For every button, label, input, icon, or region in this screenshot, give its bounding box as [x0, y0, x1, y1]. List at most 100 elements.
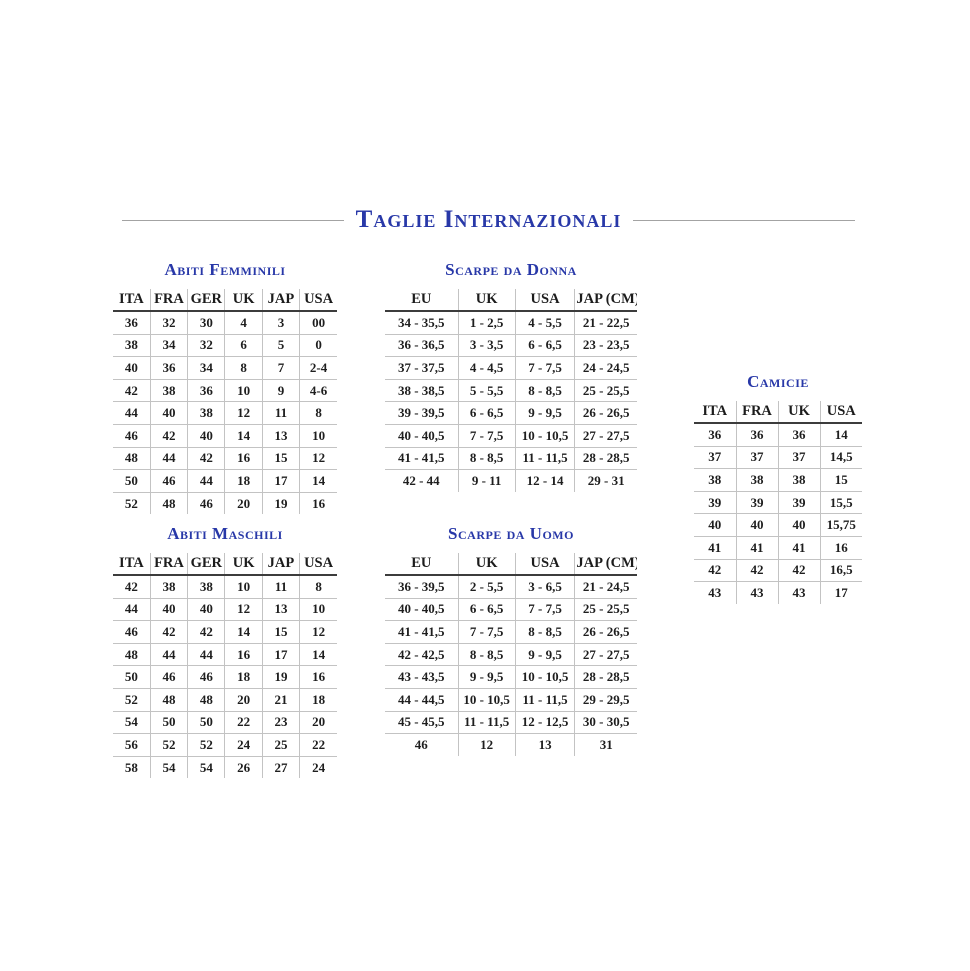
- column-header: EU: [385, 289, 459, 312]
- table-cell: 12: [458, 733, 516, 756]
- table-cell: 18: [299, 687, 337, 712]
- table-cell: 25: [262, 733, 301, 757]
- column-header: JAP: [262, 289, 301, 312]
- table-cell: 25 - 25,5: [574, 597, 637, 621]
- table-cell: 6 - 6,5: [458, 401, 516, 425]
- table-cell: 39: [778, 490, 821, 514]
- table-cell: 31: [574, 733, 637, 756]
- scarpe-da-donna-table: EU UK USA JAP (CM) 34 - 35,5 1 - 2,5 4 - 5,5 21…: [385, 289, 637, 492]
- section-title-scarpe-da-donna: Scarpe da Donna: [445, 260, 577, 279]
- table-cell: 7 - 7,5: [515, 356, 576, 380]
- table-cell: 44: [150, 446, 189, 470]
- table-cell: 11 - 11,5: [458, 710, 516, 734]
- table-cell: 34: [150, 333, 189, 357]
- table-cell: 24: [299, 755, 337, 779]
- table-cell: 36: [113, 310, 151, 335]
- table-row: 40 36 34 8 7 2-4: [113, 356, 337, 380]
- table-row: 43 - 43,5 9 - 9,5 10 - 10,5 28 - 28,5: [385, 665, 637, 689]
- section-camicie: Camicie ITA FRA UK USA 36 36 36 14 37 37 37 14,5 38 3…: [694, 372, 862, 604]
- table-cell: 52: [187, 733, 226, 757]
- column-header: USA: [299, 289, 337, 312]
- table-cell: 30: [187, 310, 226, 335]
- table-row: 45 - 45,5 11 - 11,5 12 - 12,5 30 - 30,5: [385, 710, 637, 734]
- table-cell: 46: [113, 620, 151, 644]
- table-cell: 40: [150, 401, 189, 425]
- table-row: 58 54 54 26 27 24: [113, 755, 337, 779]
- table-row: 52 48 48 20 21 18: [113, 687, 337, 712]
- table-cell: 38: [187, 574, 226, 599]
- table-row: 42 38 38 10 11 8: [113, 574, 337, 599]
- table-cell: 40: [694, 513, 737, 537]
- column-header: USA: [820, 401, 862, 424]
- table-cell: 42: [736, 558, 779, 582]
- table-row: 41 - 41,5 7 - 7,5 8 - 8,5 26 - 26,5: [385, 620, 637, 644]
- table-cell: 27 - 27,5: [574, 423, 637, 448]
- table-cell: 10 - 10,5: [515, 423, 576, 448]
- column-header: USA: [299, 553, 337, 576]
- table-cell: 14: [299, 469, 337, 493]
- table-cell: 42: [187, 620, 226, 644]
- section-title-abiti-maschili: Abiti Maschili: [167, 524, 283, 543]
- table-cell: 8 - 8,5: [515, 620, 576, 644]
- table-row: 43 43 43 17: [694, 581, 862, 604]
- section-title-abiti-femminili: Abiti Femminili: [164, 260, 286, 279]
- table-cell: 42: [778, 558, 821, 582]
- table-row: 46 42 42 14 15 12: [113, 620, 337, 644]
- column-header: UK: [458, 289, 516, 312]
- table-row: 50 46 44 18 17 14: [113, 469, 337, 493]
- table-cell: 8: [299, 574, 337, 599]
- table-cell: 36 - 36,5: [385, 333, 459, 357]
- table-cell: 54: [150, 755, 189, 779]
- table-cell: 20: [224, 491, 263, 515]
- table-cell: 46: [150, 469, 189, 493]
- table-cell: 4 - 4,5: [458, 356, 516, 380]
- table-cell: 43: [778, 581, 821, 604]
- table-cell: 44: [150, 642, 189, 666]
- table-cell: 50: [187, 710, 226, 734]
- table-cell: 42: [113, 574, 151, 599]
- table-cell: 10: [224, 378, 263, 402]
- table-cell: 7 - 7,5: [458, 423, 516, 448]
- table-cell: 9 - 9,5: [515, 642, 576, 666]
- table-row: 38 38 38 15: [694, 468, 862, 492]
- table-cell: 44: [187, 642, 226, 666]
- table-cell: 8 - 8,5: [515, 378, 576, 402]
- table-cell: 23 - 23,5: [574, 333, 637, 357]
- table-row: 41 41 41 16: [694, 535, 862, 560]
- table-cell: 43: [694, 581, 737, 604]
- table-row: 41 - 41,5 8 - 8,5 11 - 11,5 28 - 28,5: [385, 446, 637, 470]
- table-cell: 41: [778, 535, 821, 560]
- table-cell: 40 - 40,5: [385, 597, 459, 621]
- table-cell: 52: [113, 491, 151, 515]
- table-row: 48 44 44 16 17 14: [113, 642, 337, 666]
- table-cell: 34: [187, 356, 226, 380]
- table-row: 40 - 40,5 7 - 7,5 10 - 10,5 27 - 27,5: [385, 423, 637, 448]
- table-cell: 7 - 7,5: [458, 620, 516, 644]
- table-row: 48 44 42 16 15 12: [113, 446, 337, 470]
- table-cell: 16: [299, 665, 337, 689]
- table-cell: 27 - 27,5: [574, 642, 637, 666]
- table-cell: 40: [778, 513, 821, 537]
- table-cell: 13: [515, 733, 576, 756]
- table-cell: 54: [113, 710, 151, 734]
- table-cell: 16: [299, 491, 337, 515]
- table-cell: 38: [113, 333, 151, 357]
- table-cell: 38: [150, 378, 189, 402]
- table-cell: 52: [150, 733, 189, 757]
- table-cell: 14: [224, 620, 263, 644]
- table-cell: 23: [262, 710, 301, 734]
- table-cell: 42: [113, 378, 151, 402]
- table-cell: 36 - 39,5: [385, 574, 459, 599]
- table-cell: 6 - 6,5: [515, 333, 576, 357]
- table-cell: 24: [224, 733, 263, 757]
- table-cell: 1 - 2,5: [458, 310, 516, 335]
- table-cell: 46: [187, 491, 226, 515]
- table-cell: 5 - 5,5: [458, 378, 516, 402]
- table-cell: 37: [778, 445, 821, 469]
- table-cell: 38: [694, 468, 737, 492]
- table-cell: 22: [299, 733, 337, 757]
- column-header: UK: [224, 289, 263, 312]
- table-cell: 42: [694, 558, 737, 582]
- table-cell: 11: [262, 574, 301, 599]
- table-cell: 8 - 8,5: [458, 642, 516, 666]
